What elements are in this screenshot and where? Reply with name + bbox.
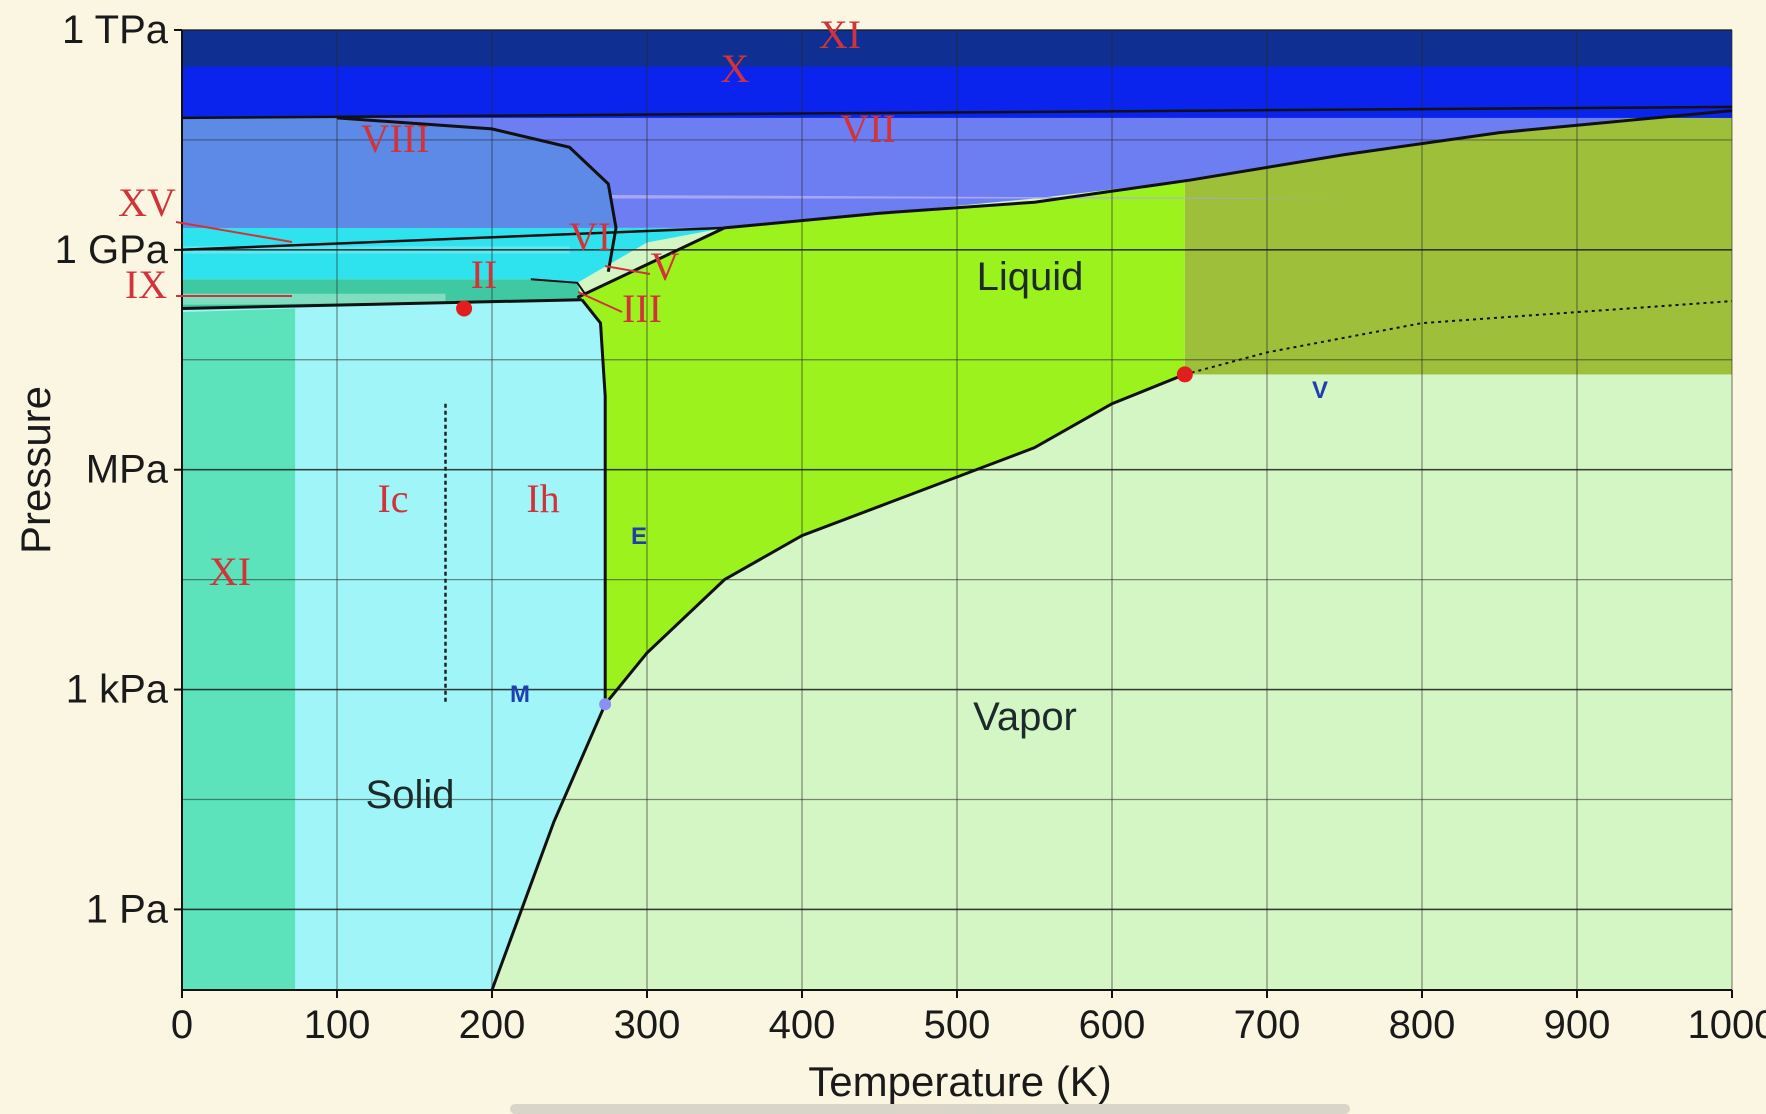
region-label: X [721,46,750,91]
region-label: M [510,681,530,708]
x-tick-label: 800 [1389,1003,1456,1047]
marked-points [456,300,1193,711]
supercritical-dotted-curve [1184,300,1733,376]
y-tick-label: MPa [86,448,169,492]
y-tick-label: 1 GPa [55,228,169,272]
point-critical-point [1176,366,1193,383]
region-label: Vapor [973,695,1077,739]
axes: 0 100 200 300 400 500 600 700 800 900 1000 1 TPa 1 G… [55,8,1766,1047]
x-tick-label: 600 [1079,1003,1146,1047]
point-triple-point-ih-liquid-vapor- [599,698,612,711]
region-label: XV [118,180,176,225]
arrow-iii [577,291,623,313]
region-label: E [631,523,647,550]
sublimation-curve [490,703,607,991]
ice-VIII-VII-boundary [336,116,618,273]
melting-curve [580,298,607,705]
x-tick-label: 100 [304,1003,371,1047]
region-label: IX [125,262,167,307]
x-tick-label: 1000 [1688,1003,1766,1047]
ice-VII-light-band [585,194,1345,199]
region-label: Ic [377,476,408,521]
region-label: XI [819,12,861,57]
horizontal-scrollbar[interactable] [510,1104,1350,1114]
ice-II-V-boundary [530,278,586,295]
region-label: Ih [526,476,559,521]
x-tick-label: 0 [171,1003,193,1047]
y-axis-title: Pressure [12,386,59,554]
ice-VIII-region [182,117,616,228]
region-label: V [1312,377,1328,404]
grid-lines [181,29,1733,990]
x-tick-label: 400 [769,1003,836,1047]
region-label: V [651,244,680,289]
x-tick-label: 200 [459,1003,526,1047]
x-tick-label: 900 [1544,1003,1611,1047]
y-tick-label: 1 Pa [86,887,169,931]
region-label: II [471,252,498,297]
region-label: VI [569,214,611,259]
y-tick-label: 1 TPa [62,8,169,52]
ice-VI-VIII-boundary [181,226,725,252]
x-tick-label: 700 [1234,1003,1301,1047]
arrow-v [604,265,651,275]
ice-XI-region [182,308,296,990]
y-tick-label: 1 kPa [66,668,169,712]
ice-II-Ih-boundary [181,298,582,310]
high-pressure-melting-curve [576,109,1733,299]
vaporization-curve [604,373,1186,706]
region-label: Solid [366,773,455,817]
region-label: Liquid [977,255,1084,299]
phase-boundaries [181,105,1733,991]
region-label: III [622,286,662,331]
region-label: VIII [361,116,430,161]
x-tick-label: 300 [614,1003,681,1047]
point-red-point [456,300,473,317]
ice-VI-region [182,227,725,283]
liquid-region [577,176,1185,705]
region-label: XI [209,549,251,594]
arrow-xv [175,221,293,243]
region-label: VII [840,106,896,151]
ice-VII-X-boundary [181,105,1733,120]
x-axis-title: Temperature (K) [808,1058,1111,1105]
x-tick-label: 500 [924,1003,991,1047]
